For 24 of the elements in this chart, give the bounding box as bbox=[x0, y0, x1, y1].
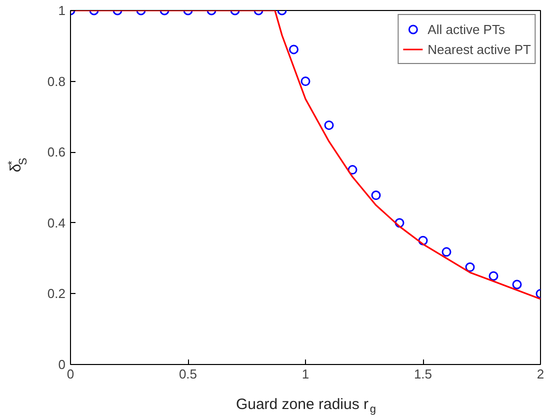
x-tick-label: 2 bbox=[536, 366, 544, 382]
point bbox=[324, 120, 334, 130]
point bbox=[418, 236, 428, 246]
x-tick-label: 1.5 bbox=[414, 366, 432, 382]
y-tick-label: 0.4 bbox=[47, 215, 66, 230]
y-tick-label: 0.2 bbox=[47, 286, 66, 302]
y-tick-label: 1 bbox=[58, 3, 66, 18]
x-tick-label: 0.5 bbox=[178, 366, 198, 382]
point bbox=[300, 76, 310, 86]
point bbox=[442, 247, 452, 257]
x-tick-label: 1 bbox=[302, 366, 310, 382]
legend-label: Nearest active PT bbox=[428, 42, 531, 56]
point bbox=[348, 165, 358, 175]
y-axis-title: δ*S bbox=[6, 158, 30, 172]
y-tick-label: 0 bbox=[58, 357, 66, 372]
y-tick-label: 0.8 bbox=[47, 74, 66, 89]
point bbox=[512, 280, 522, 290]
legend-label: All active PTs bbox=[428, 22, 505, 36]
line-series bbox=[70, 10, 540, 300]
point bbox=[465, 262, 475, 272]
y-tick-label: 0.6 bbox=[47, 144, 66, 160]
point bbox=[394, 218, 404, 228]
point bbox=[488, 271, 498, 281]
point bbox=[371, 190, 381, 200]
